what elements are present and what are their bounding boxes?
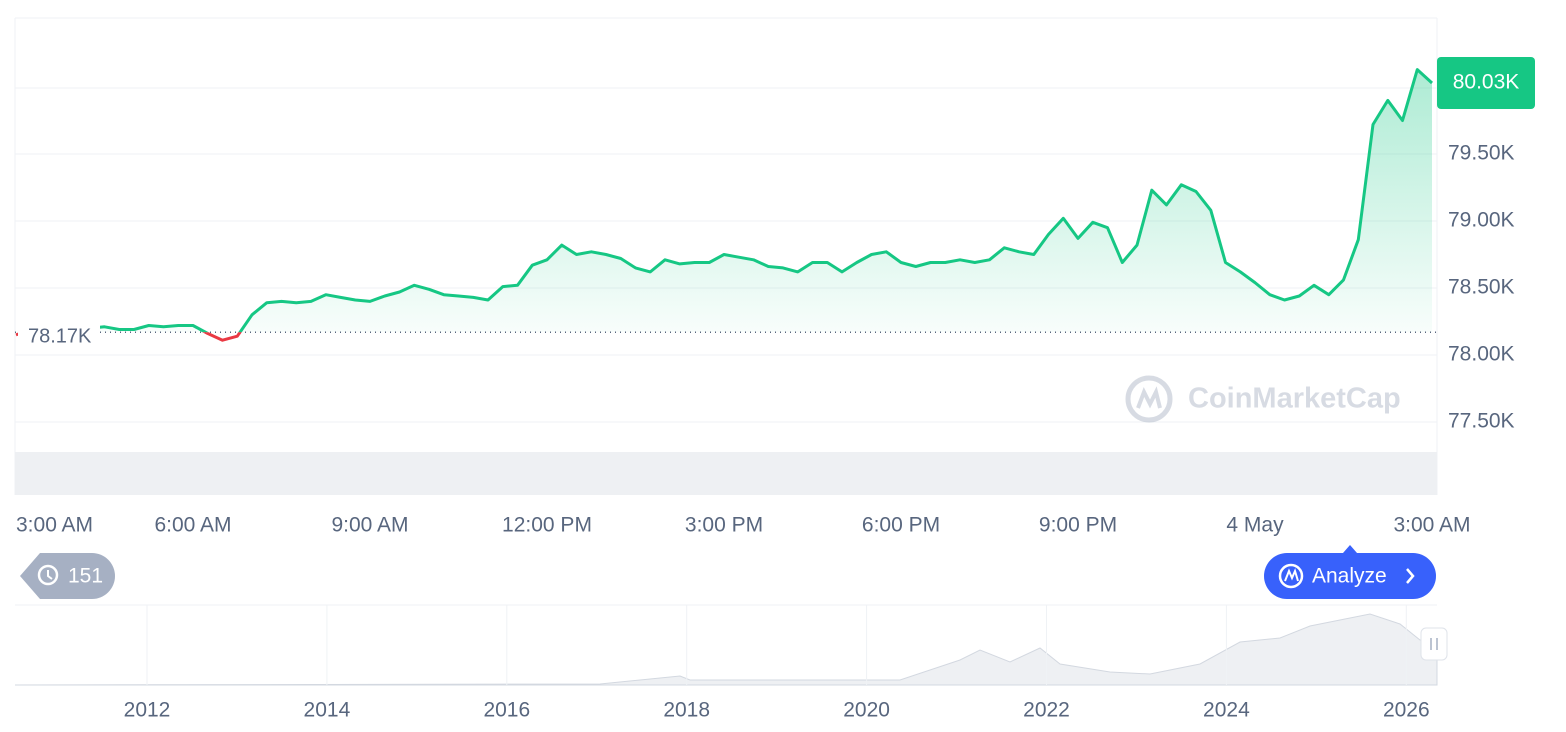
x-tick-label: 4 May (1226, 514, 1284, 537)
y-tick-label: 78.50K (1448, 276, 1515, 299)
price-area (16, 69, 1432, 333)
y-tick-label: 78.00K (1448, 343, 1515, 366)
analyze-button[interactable]: Analyze (1264, 545, 1436, 599)
navigator-year: 2022 (1023, 699, 1070, 722)
navigator-year: 2016 (483, 699, 530, 722)
x-tick-label: 9:00 PM (1039, 514, 1117, 537)
history-badge[interactable]: 151 (20, 553, 115, 599)
volume-band (15, 452, 1437, 495)
navigator-handle[interactable] (1420, 627, 1448, 661)
x-tick-label: 3:00 AM (1393, 514, 1470, 537)
current-price: 80.03K (1453, 71, 1520, 94)
navigator-year: 2014 (304, 699, 351, 722)
x-tick-label: 6:00 AM (154, 514, 231, 537)
reference-label: 78.17K (28, 325, 92, 347)
current-price-badge (1437, 57, 1535, 109)
x-tick-label: 3:00 AM (16, 514, 93, 537)
reference-label-bg (18, 321, 100, 351)
navigator-year: 2018 (663, 699, 710, 722)
navigator-year: 2020 (843, 699, 890, 722)
x-tick-label: 12:00 PM (502, 514, 592, 537)
navigator-year: 2012 (124, 699, 171, 722)
x-tick-label: 6:00 PM (862, 514, 940, 537)
analyze-label: Analyze (1312, 565, 1387, 588)
price-line-up (19, 68, 1434, 333)
navigator (14, 604, 1448, 686)
y-tick-label: 77.50K (1448, 410, 1515, 433)
navigator-year: 2024 (1203, 699, 1250, 722)
x-tick-label: 3:00 PM (685, 514, 763, 537)
history-count: 151 (68, 565, 103, 588)
watermark-text: CoinMarketCap (1188, 383, 1401, 415)
navigator-year: 2026 (1383, 699, 1430, 722)
watermark: CoinMarketCap (1125, 375, 1401, 423)
y-tick-label: 79.00K (1448, 209, 1515, 232)
x-tick-label: 9:00 AM (331, 514, 408, 537)
y-tick-label: 79.50K (1448, 142, 1515, 165)
